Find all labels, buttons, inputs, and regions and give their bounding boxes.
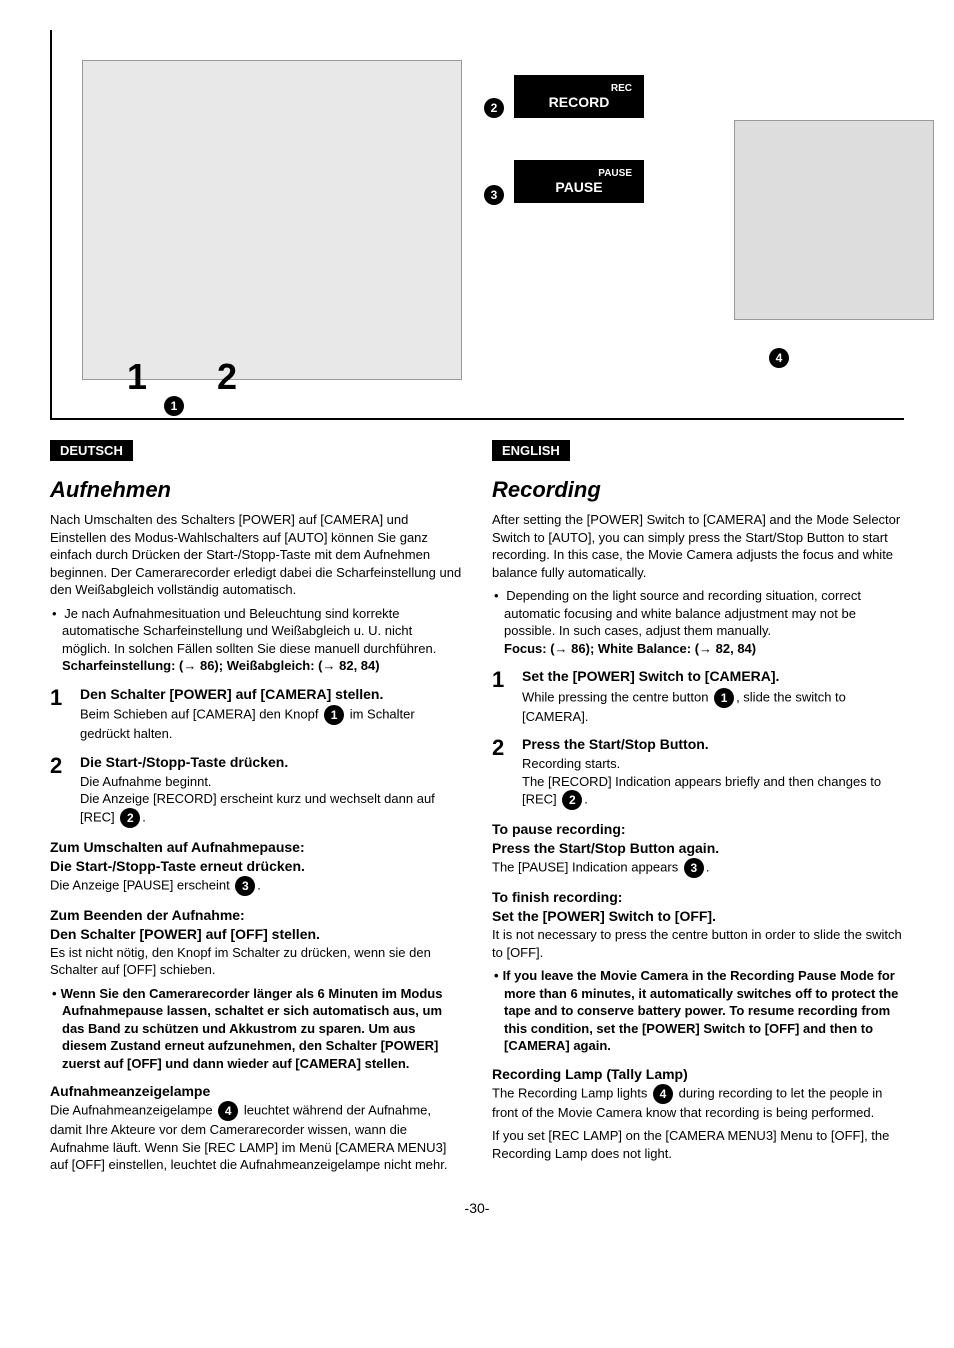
lamp-text2-en: If you set [REC LAMP] on the [CAMERA MEN… <box>492 1127 904 1162</box>
pause-h2-de: Die Start-/Stopp-Taste erneut drücken. <box>50 857 462 876</box>
finish-h2-en: Set the [POWER] Switch to [OFF]. <box>492 907 904 926</box>
ref-4-icon: 4 <box>218 1101 238 1121</box>
step2-title-de: Die Start-/Stopp-Taste drücken. <box>80 753 462 771</box>
callout-2: 2 <box>484 98 504 118</box>
title-en: Recording <box>492 477 904 503</box>
pause-h1-de: Zum Umschalten auf Aufnahmepause: <box>50 838 462 857</box>
lang-label-en: ENGLISH <box>492 440 570 461</box>
ref-2-icon: 2 <box>120 808 140 828</box>
step2-text-de: Die Aufnahme beginnt. Die Anzeige [RECOR… <box>80 773 462 828</box>
step1-text-en: While pressing the centre button 1, slid… <box>522 688 904 726</box>
note-de: Wenn Sie den Camerarecorder länger als 6… <box>50 985 462 1073</box>
rec-small-label: REC <box>526 83 632 94</box>
finish-text-de: Es ist nicht nötig, den Knopf im Schalte… <box>50 944 462 979</box>
lamp-h-en: Recording Lamp (Tally Lamp) <box>492 1065 904 1084</box>
bullet-ref-de: Scharfeinstellung: (→ 86); Weißabgleich:… <box>62 658 380 673</box>
step-num-1: 1 <box>50 685 70 743</box>
step2-text-en: Recording starts. The [RECORD] Indicatio… <box>522 755 904 810</box>
ref-1-icon-en: 1 <box>714 688 734 708</box>
page-number: -30- <box>50 1200 904 1216</box>
ref-3-icon-en: 3 <box>684 858 704 878</box>
step-ref-1: 1 <box>127 356 147 398</box>
ref-1-icon: 1 <box>324 705 344 725</box>
step-2-de: 2 Die Start-/Stopp-Taste drücken. Die Au… <box>50 753 462 828</box>
column-german: DEUTSCH Aufnehmen Nach Umschalten des Sc… <box>50 440 462 1180</box>
step-2-en: 2 Press the Start/Stop Button. Recording… <box>492 735 904 810</box>
pause-indicator-box: PAUSE PAUSE <box>514 160 644 203</box>
content-columns: DEUTSCH Aufnehmen Nach Umschalten des Sc… <box>50 440 904 1180</box>
lamp-text-de: Die Aufnahmeanzeigelampe 4 leuchtet währ… <box>50 1101 462 1174</box>
record-indicator-box: REC RECORD <box>514 75 644 118</box>
diagram-frame: REC RECORD PAUSE PAUSE 2 3 4 1 2 1 <box>50 30 904 420</box>
lang-label-de: DEUTSCH <box>50 440 133 461</box>
step-num-1-en: 1 <box>492 667 512 725</box>
step1-title-en: Set the [POWER] Switch to [CAMERA]. <box>522 667 904 685</box>
step1-text-de: Beim Schieben auf [CAMERA] den Knopf 1 i… <box>80 705 462 743</box>
column-english: ENGLISH Recording After setting the [POW… <box>492 440 904 1180</box>
ref-2-icon-en: 2 <box>562 790 582 810</box>
bullet-text-en: Depending on the light source and record… <box>504 588 861 638</box>
pause-text-de: Die Anzeige [PAUSE] erscheint 3. <box>50 876 462 896</box>
bullet-en: Depending on the light source and record… <box>492 587 904 657</box>
pause-h1-en: To pause recording: <box>492 820 904 839</box>
step-1-de: 1 Den Schalter [POWER] auf [CAMERA] stel… <box>50 685 462 743</box>
intro-de: Nach Umschalten des Schalters [POWER] au… <box>50 511 462 599</box>
ref-3-icon: 3 <box>235 876 255 896</box>
finish-text-en: It is not necessary to press the centre … <box>492 926 904 961</box>
step-num-2: 2 <box>50 753 70 828</box>
pause-h2-en: Press the Start/Stop Button again. <box>492 839 904 858</box>
camera-illustration-left <box>82 60 462 380</box>
ref-4-icon-en: 4 <box>653 1084 673 1104</box>
bullet-text-de: Je nach Aufnahmesituation und Beleuchtun… <box>62 606 436 656</box>
lamp-text-en: The Recording Lamp lights 4 during recor… <box>492 1084 904 1122</box>
step-ref-2: 2 <box>217 356 237 398</box>
step2-title-en: Press the Start/Stop Button. <box>522 735 904 753</box>
bullet-de: Je nach Aufnahmesituation und Beleuchtun… <box>50 605 462 675</box>
pause-text: PAUSE <box>526 179 632 195</box>
finish-h1-en: To finish recording: <box>492 888 904 907</box>
step1-title-de: Den Schalter [POWER] auf [CAMERA] stelle… <box>80 685 462 703</box>
title-de: Aufnehmen <box>50 477 462 503</box>
callout-3: 3 <box>484 185 504 205</box>
intro-en: After setting the [POWER] Switch to [CAM… <box>492 511 904 581</box>
callout-1: 1 <box>164 396 184 416</box>
bullet-ref-en: Focus: (→ 86); White Balance: (→ 82, 84) <box>504 641 756 656</box>
record-text: RECORD <box>526 94 632 110</box>
pause-small-label: PAUSE <box>526 168 632 179</box>
steps-de: 1 Den Schalter [POWER] auf [CAMERA] stel… <box>50 685 462 828</box>
step-1-en: 1 Set the [POWER] Switch to [CAMERA]. Wh… <box>492 667 904 725</box>
pause-text-en: The [PAUSE] Indication appears 3. <box>492 858 904 878</box>
callout-4: 4 <box>769 348 789 368</box>
camera-illustration-right <box>734 120 934 320</box>
finish-h1-de: Zum Beenden der Aufnahme: <box>50 906 462 925</box>
step-num-2-en: 2 <box>492 735 512 810</box>
steps-en: 1 Set the [POWER] Switch to [CAMERA]. Wh… <box>492 667 904 810</box>
lamp-h-de: Aufnahmeanzeigelampe <box>50 1082 462 1101</box>
note-en: If you leave the Movie Camera in the Rec… <box>492 967 904 1055</box>
finish-h2-de: Den Schalter [POWER] auf [OFF] stellen. <box>50 925 462 944</box>
